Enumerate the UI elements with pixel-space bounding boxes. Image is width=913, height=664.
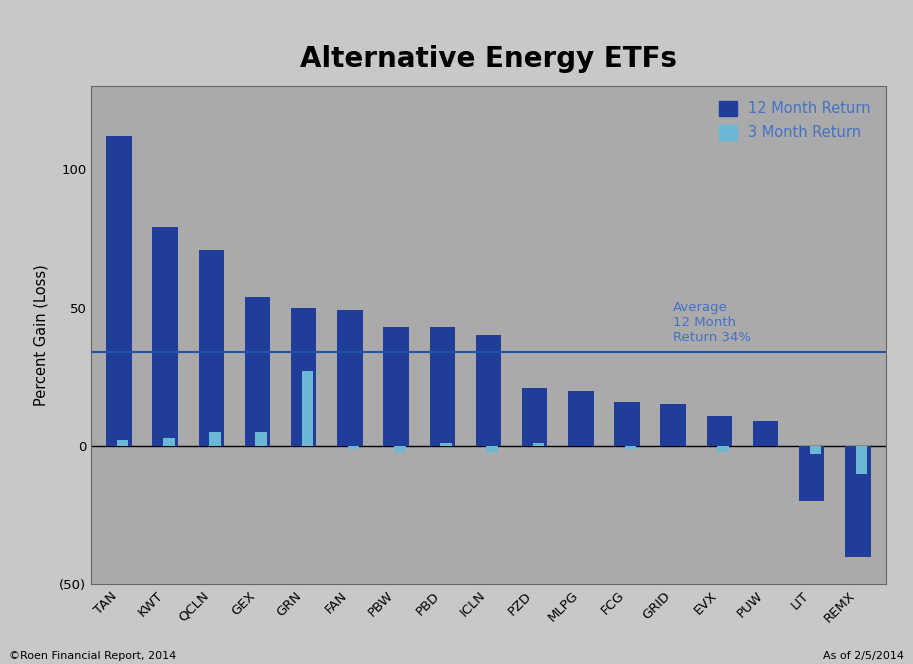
Text: As of 2/5/2014: As of 2/5/2014	[823, 651, 904, 661]
Bar	[291, 307, 317, 446]
Bar	[430, 327, 455, 446]
Text: Average
12 Month
Return 34%: Average 12 Month Return 34%	[673, 301, 751, 344]
Bar	[614, 402, 640, 446]
Bar	[799, 446, 824, 501]
Bar	[383, 327, 409, 446]
Bar	[476, 335, 501, 446]
Bar	[624, 446, 636, 449]
Bar	[440, 444, 452, 446]
Bar	[209, 432, 221, 446]
Bar	[199, 250, 224, 446]
Legend: 12 Month Return, 3 Month Return: 12 Month Return, 3 Month Return	[712, 94, 878, 147]
Bar	[845, 446, 871, 556]
Bar	[394, 446, 405, 452]
Bar	[568, 390, 593, 446]
Bar	[753, 421, 778, 446]
Bar	[337, 311, 362, 446]
Bar	[810, 446, 821, 454]
Bar	[718, 446, 729, 452]
Bar	[707, 416, 732, 446]
Bar	[106, 136, 131, 446]
Bar	[522, 388, 547, 446]
Bar	[532, 444, 544, 446]
Y-axis label: Percent Gain (Loss): Percent Gain (Loss)	[33, 264, 48, 406]
Bar	[152, 227, 178, 446]
Bar	[301, 371, 313, 446]
Bar	[855, 446, 867, 473]
Bar	[660, 404, 686, 446]
Bar	[348, 446, 360, 449]
Bar	[163, 438, 174, 446]
Title: Alternative Energy ETFs: Alternative Energy ETFs	[300, 45, 677, 73]
Bar	[245, 297, 270, 446]
Text: ©Roen Financial Report, 2014: ©Roen Financial Report, 2014	[9, 651, 176, 661]
Bar	[487, 446, 498, 452]
Bar	[117, 440, 129, 446]
Bar	[256, 432, 267, 446]
